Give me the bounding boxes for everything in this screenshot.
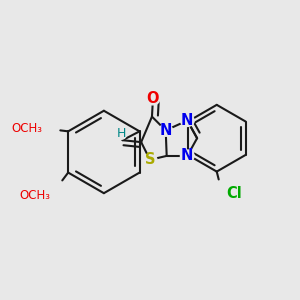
Ellipse shape [180,150,194,162]
Text: H: H [117,127,126,140]
Text: OCH₃: OCH₃ [20,189,50,202]
Ellipse shape [146,93,160,105]
Text: N: N [181,148,194,164]
Text: S: S [145,152,155,167]
Text: Cl: Cl [226,186,242,201]
Text: N: N [181,113,194,128]
Text: N: N [160,123,172,138]
Ellipse shape [159,124,172,136]
Text: OCH₃: OCH₃ [12,122,43,135]
Ellipse shape [180,115,194,126]
Ellipse shape [143,154,157,166]
Ellipse shape [117,129,126,139]
Text: O: O [147,92,159,106]
